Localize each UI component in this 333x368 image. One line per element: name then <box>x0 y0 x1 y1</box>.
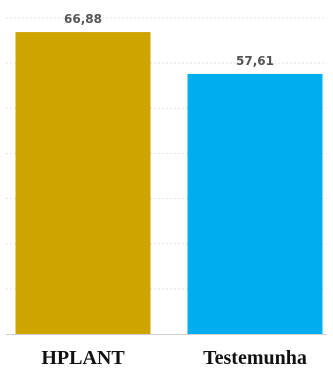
category-labels: HPLANT Testemunha <box>41 347 307 368</box>
value-labels: 66,88 57,61 <box>64 12 274 68</box>
bars <box>15 32 323 335</box>
bar-hplant <box>15 32 151 335</box>
value-label: 66,88 <box>64 12 102 26</box>
value-label: 57,61 <box>236 54 274 68</box>
bar-testemunha <box>187 73 323 334</box>
category-label: Testemunha <box>203 347 307 368</box>
category-label: HPLANT <box>41 347 125 368</box>
